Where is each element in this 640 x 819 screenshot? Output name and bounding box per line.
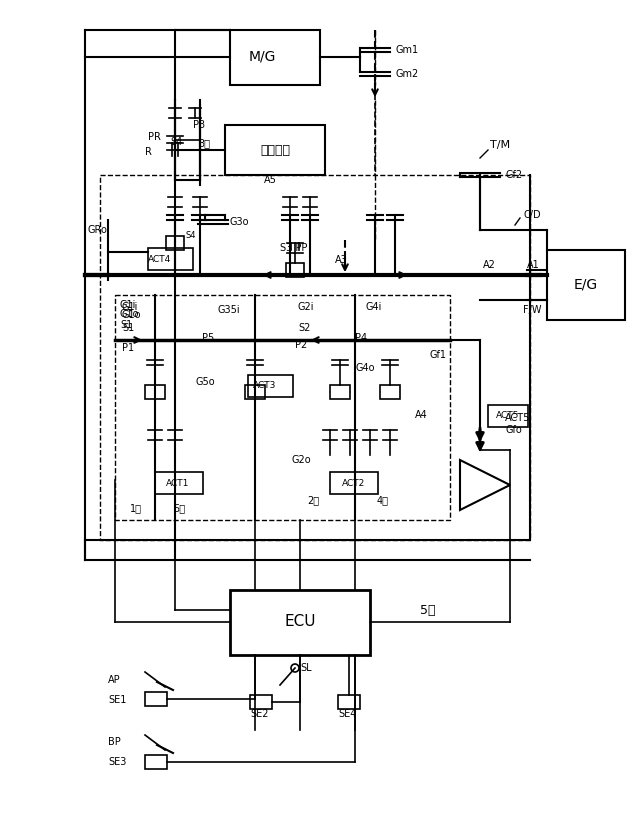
- Text: S4: S4: [170, 137, 182, 147]
- Polygon shape: [460, 460, 510, 510]
- Bar: [330, 472, 378, 494]
- Text: AP: AP: [108, 675, 120, 685]
- Text: 4速: 4速: [377, 495, 389, 505]
- Bar: [148, 248, 193, 270]
- Bar: [250, 695, 272, 709]
- Bar: [145, 755, 167, 769]
- Text: S4: S4: [185, 230, 195, 239]
- Text: A1: A1: [527, 260, 540, 270]
- Text: 2速: 2速: [307, 495, 319, 505]
- Text: G4i: G4i: [365, 302, 381, 312]
- Text: ACT4: ACT4: [148, 255, 172, 264]
- Text: G5o: G5o: [195, 377, 214, 387]
- Bar: [145, 385, 165, 399]
- Text: A2: A2: [483, 260, 496, 270]
- Bar: [230, 590, 370, 655]
- Text: F/W: F/W: [523, 305, 541, 315]
- Text: 1速: 1速: [130, 503, 142, 513]
- Text: P1: P1: [122, 343, 134, 353]
- Text: SE4: SE4: [338, 709, 356, 719]
- Text: P3: P3: [193, 120, 205, 130]
- Text: GRo: GRo: [88, 225, 108, 235]
- Text: G2o: G2o: [292, 455, 312, 465]
- Text: G35i: G35i: [218, 305, 241, 315]
- Bar: [155, 472, 203, 494]
- Bar: [330, 385, 350, 399]
- Text: G1i: G1i: [122, 302, 138, 312]
- Text: ACT5: ACT5: [505, 413, 531, 423]
- Bar: [338, 695, 360, 709]
- Text: E/G: E/G: [574, 278, 598, 292]
- Text: P4: P4: [355, 333, 367, 343]
- Text: C/D: C/D: [523, 210, 541, 220]
- Bar: [248, 375, 293, 397]
- Bar: [488, 405, 528, 427]
- Text: ECU: ECU: [284, 614, 316, 630]
- Text: A5: A5: [264, 175, 276, 185]
- Text: ACT5: ACT5: [496, 411, 520, 420]
- Text: G1o: G1o: [122, 310, 141, 320]
- Bar: [547, 250, 625, 320]
- Text: SE1: SE1: [108, 695, 126, 705]
- Text: M/G: M/G: [248, 50, 276, 64]
- Text: A3: A3: [335, 255, 348, 265]
- Bar: [230, 30, 320, 85]
- Text: SL: SL: [300, 663, 312, 673]
- Text: BP: BP: [108, 737, 121, 747]
- Text: S2: S2: [298, 323, 310, 333]
- Text: ACT3: ACT3: [253, 382, 276, 391]
- Text: G4o: G4o: [355, 363, 374, 373]
- Text: G3o: G3o: [230, 217, 250, 227]
- Text: 3速: 3速: [198, 138, 210, 148]
- Text: G1o: G1o: [120, 309, 140, 319]
- Text: R: R: [145, 147, 152, 157]
- Text: Gm2: Gm2: [395, 69, 419, 79]
- Text: 5速: 5速: [173, 503, 185, 513]
- Text: G2i: G2i: [298, 302, 314, 312]
- Bar: [286, 263, 304, 277]
- Text: Gf1: Gf1: [430, 350, 447, 360]
- Bar: [166, 236, 184, 250]
- Text: S1: S1: [122, 323, 134, 333]
- Bar: [245, 385, 265, 399]
- Text: SE3: SE3: [108, 757, 126, 767]
- Text: G1i: G1i: [120, 300, 136, 310]
- Text: T/M: T/M: [490, 140, 510, 150]
- Text: P5: P5: [202, 333, 214, 343]
- Text: バッテリ: バッテリ: [260, 143, 290, 156]
- Text: 5速: 5速: [420, 604, 435, 617]
- Text: S3 PP: S3 PP: [280, 243, 307, 253]
- Text: ACT1: ACT1: [166, 478, 189, 487]
- Text: Gf2: Gf2: [505, 170, 522, 180]
- Text: Gfo: Gfo: [505, 425, 522, 435]
- Text: SE2: SE2: [250, 709, 269, 719]
- Text: PR: PR: [148, 132, 161, 142]
- Bar: [225, 125, 325, 175]
- Bar: [145, 692, 167, 706]
- Text: S1: S1: [120, 320, 132, 330]
- Bar: [380, 385, 400, 399]
- Text: ACT2: ACT2: [342, 478, 365, 487]
- Text: Gm1: Gm1: [395, 45, 418, 55]
- Text: A4: A4: [415, 410, 428, 420]
- Text: P2: P2: [295, 340, 307, 350]
